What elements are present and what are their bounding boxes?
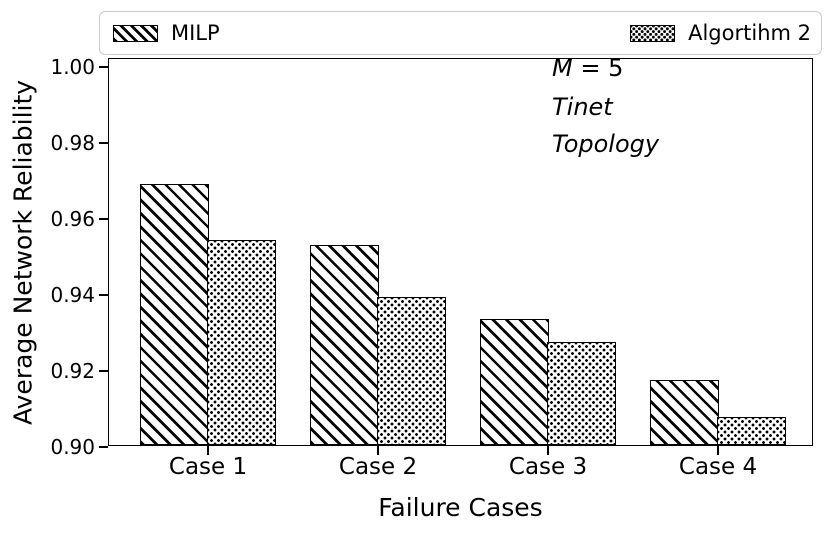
y-tick-label-0.94: 0.94 (50, 282, 95, 307)
legend-entry-milp: MILP (113, 20, 220, 45)
annotation-m-equals-5: M = 5 (552, 50, 659, 87)
y-tick-mark-0.96 (99, 217, 108, 220)
annotation-m-value: = 5 (572, 54, 624, 82)
annotation-topology-line-1: Tinet (552, 93, 613, 121)
x-tick-label-case-3: Case 3 (508, 454, 588, 480)
bar-algorithm2-case-3 (547, 342, 617, 445)
milp-hatch-swatch-icon (113, 24, 158, 42)
x-tick-label-case-1: Case 1 (168, 454, 248, 480)
y-tick-label-0.92: 0.92 (50, 358, 95, 383)
y-tick-label-0.96: 0.96 (50, 206, 95, 231)
bar-algorithm2-case-2 (377, 296, 447, 445)
bar-milp-case-2 (309, 244, 379, 445)
y-axis-label: Average Network Reliability (8, 79, 38, 425)
bar-milp-case-4 (649, 380, 719, 445)
x-tick-mark-case-3 (547, 446, 549, 455)
plot-area: 1.00 0.98 0.96 0.94 0.92 0.90 Case 1 Case 2 Case… (50, 57, 813, 479)
algorithm2-dots-swatch-icon (630, 24, 676, 42)
bar-algorithm2-case-4 (717, 417, 787, 445)
y-tick-mark-0.94 (99, 293, 108, 296)
legend-label-milp: MILP (171, 20, 220, 45)
bar-milp-case-3 (479, 319, 549, 445)
x-tick-mark-case-1 (207, 446, 209, 455)
x-tick-label-case-4: Case 4 (678, 454, 758, 480)
bar-milp-case-1 (139, 184, 209, 445)
y-tick-mark-0.90 (99, 446, 108, 448)
annotation: M = 5 Tinet Topology (552, 50, 659, 163)
y-tick-label-1.00: 1.00 (50, 54, 95, 79)
legend: MILP Algortihm 2 (99, 11, 822, 55)
y-tick-label-0.98: 0.98 (50, 130, 95, 155)
x-tick-label-case-2: Case 2 (338, 454, 418, 480)
annotation-topology-line-2: Topology (552, 130, 660, 158)
y-tick-label-0.90: 0.90 (50, 435, 95, 459)
x-axis-label: Failure Cases (378, 493, 543, 522)
annotation-m-symbol: M (552, 54, 573, 82)
y-tick-mark-0.98 (99, 141, 108, 144)
x-tick-mark-case-2 (377, 446, 379, 455)
bar-algorithm2-case-1 (207, 239, 277, 445)
legend-label-algorithm2: Algortihm 2 (688, 20, 811, 45)
x-tick-mark-case-4 (717, 446, 719, 455)
y-tick-mark-1.00 (99, 65, 108, 68)
legend-entry-algorithm2: Algortihm 2 (630, 20, 811, 45)
y-tick-mark-0.92 (99, 369, 108, 372)
